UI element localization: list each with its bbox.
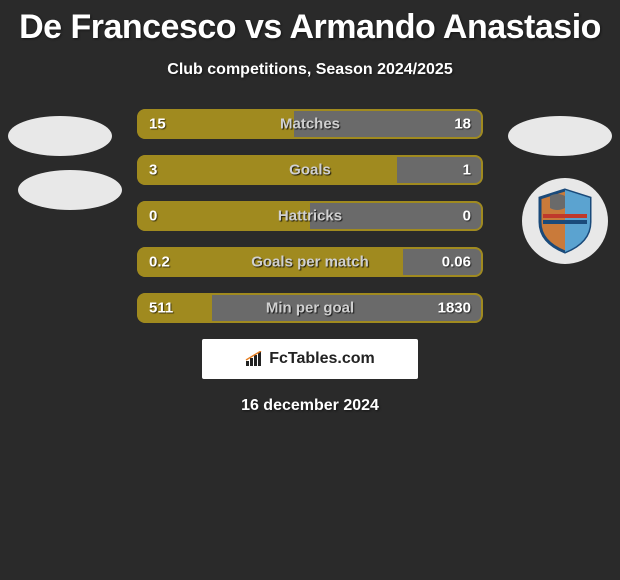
stat-left-value: 511 [149,300,173,317]
player-left-avatar [8,116,112,156]
brand-text: FcTables.com [269,350,375,368]
stat-right-value: 0.06 [442,254,471,271]
stat-label: Goals [289,162,331,179]
subtitle: Club competitions, Season 2024/2025 [0,61,620,79]
stat-label: Matches [280,116,340,133]
bar-left-fill [137,155,397,185]
stat-label: Goals per match [251,254,369,271]
date-label: 16 december 2024 [0,397,620,415]
stat-row: 511 1830 Min per goal [137,293,483,323]
club-shield-icon [535,188,595,254]
player-right-avatar [508,116,612,156]
club-right-logo [522,178,608,264]
stat-right-value: 18 [454,116,471,133]
stat-row: 3 1 Goals [137,155,483,185]
comparison-chart: 15 18 Matches 3 1 Goals 0 0 Hattricks 0.2 0.06 Goal… [137,109,483,323]
stat-right-value: 1830 [438,300,471,317]
club-left-logo [18,170,122,210]
stat-row: 15 18 Matches [137,109,483,139]
stat-row: 0.2 0.06 Goals per match [137,247,483,277]
bars-icon [245,351,265,367]
stat-left-value: 15 [149,116,166,133]
stat-left-value: 0 [149,208,157,225]
page-title: De Francesco vs Armando Anastasio [0,0,620,47]
stat-left-value: 3 [149,162,157,179]
club-placeholder-icon [18,170,122,210]
brand-logo: FcTables.com [245,350,375,368]
stat-label: Min per goal [266,300,354,317]
avatar-placeholder-icon [8,116,112,156]
stat-left-value: 0.2 [149,254,170,271]
avatar-placeholder-icon [508,116,612,156]
stat-row: 0 0 Hattricks [137,201,483,231]
stat-right-value: 1 [463,162,471,179]
stat-right-value: 0 [463,208,471,225]
stat-label: Hattricks [278,208,342,225]
footer-brand-box: FcTables.com [202,339,418,379]
